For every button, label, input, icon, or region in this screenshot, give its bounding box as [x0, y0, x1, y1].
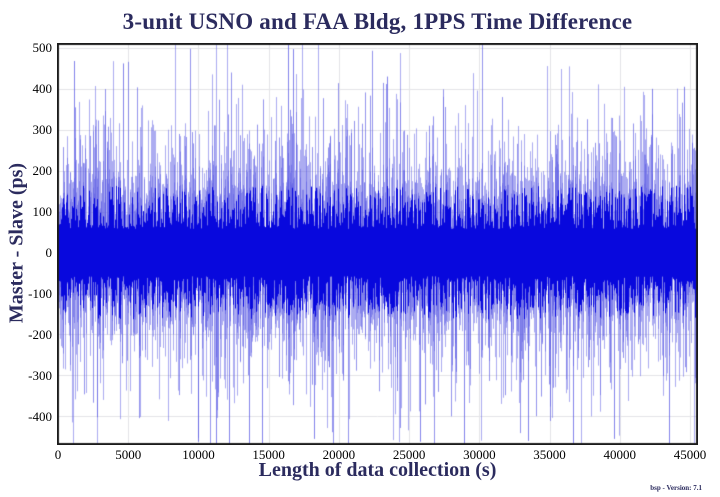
x-tick-label: 0	[54, 447, 62, 462]
x-tick-label: 20000	[322, 447, 356, 462]
version-footer: bsp - Version: 7.1	[650, 484, 702, 492]
x-tick-label: 25000	[392, 447, 426, 462]
x-tick-label: 5000	[115, 447, 142, 462]
y-tick-label: 400	[32, 81, 53, 97]
x-tick-label: 45000	[673, 447, 707, 462]
y-tick-label: -400	[28, 408, 52, 424]
x-axis-label: Length of data collection (s)	[258, 459, 497, 481]
noise-trace-canvas	[57, 43, 698, 445]
y-tick-label: -200	[28, 326, 52, 342]
y-tick-label: 300	[32, 122, 53, 138]
x-tick-label: 10000	[182, 447, 215, 462]
plot-area	[57, 43, 698, 445]
y-tick-label: 500	[32, 40, 53, 56]
y-tick-label: 0	[45, 245, 53, 261]
y-tick-label: -100	[28, 286, 52, 302]
y-tick-label: 200	[32, 163, 53, 179]
x-tick-label: 40000	[603, 447, 637, 462]
x-tick-label: 15000	[252, 447, 285, 462]
y-tick-label: 100	[32, 204, 53, 220]
x-tick-label: 35000	[533, 447, 566, 462]
y-tick-label: -300	[28, 367, 52, 383]
chart-title: 3-unit USNO and FAA Bldg, 1PPS Time Diff…	[122, 9, 633, 34]
x-tick-label: 30000	[463, 447, 496, 462]
